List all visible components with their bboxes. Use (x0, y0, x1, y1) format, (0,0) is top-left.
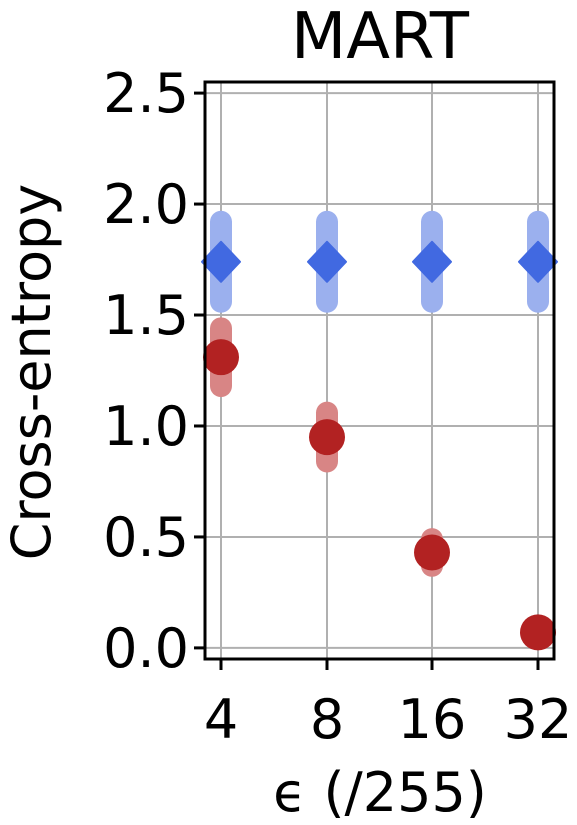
x-tick-label: 4 (204, 688, 238, 751)
x-tick-label: 8 (310, 688, 344, 751)
data-point-circle (203, 339, 239, 376)
chart-title: MART (291, 0, 470, 74)
y-tick-label: 2.0 (103, 173, 189, 236)
series-2 (203, 317, 556, 651)
grid-layer (205, 82, 554, 659)
data-point-diamond (412, 240, 452, 283)
y-tick-label: 1.5 (103, 284, 189, 347)
data-point-diamond (307, 240, 347, 283)
data-point-diamond (518, 240, 558, 283)
y-tick-label: 0.5 (103, 506, 189, 569)
plot-frame (203, 80, 556, 661)
y-axis-label: Cross-entropy (0, 184, 63, 560)
x-tick-label: 16 (398, 688, 467, 751)
y-tick-label: 1.0 (103, 395, 189, 458)
y-axis: 0.0 0.5 1.0 1.5 2.0 2.5 (103, 62, 205, 680)
data-point-circle (309, 419, 345, 456)
x-axis: 4 8 16 32 (204, 659, 573, 751)
data-point-diamond (201, 240, 241, 283)
y-tick-label: 2.5 (103, 62, 189, 125)
data-point-circle (520, 614, 556, 651)
x-tick-label: 32 (504, 688, 573, 751)
data-point-circle (414, 534, 450, 571)
series-1 (201, 210, 558, 313)
series-layer (201, 210, 558, 651)
x-axis-label: ϵ (/255) (273, 761, 487, 824)
y-tick-label: 0.0 (103, 617, 189, 680)
